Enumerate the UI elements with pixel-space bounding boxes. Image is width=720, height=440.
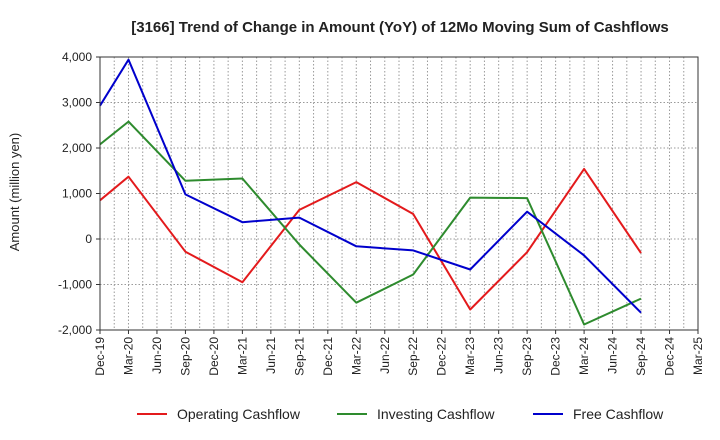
y-tick-label: 4,000 bbox=[62, 50, 92, 64]
x-tick-label: Sep-24 bbox=[634, 337, 648, 376]
y-tick-label: -1,000 bbox=[58, 278, 92, 292]
y-tick-label: 0 bbox=[85, 232, 92, 246]
grid bbox=[99, 56, 699, 331]
x-tick-label: Dec-23 bbox=[549, 337, 563, 376]
y-tick-label: 3,000 bbox=[62, 96, 92, 110]
x-tick-label: Sep-21 bbox=[292, 337, 306, 376]
x-tick-label: Dec-20 bbox=[207, 337, 221, 376]
x-tick-label: Jun-24 bbox=[606, 337, 620, 374]
series-line-free-cashflow bbox=[99, 58, 642, 314]
series-lines bbox=[99, 58, 642, 326]
x-tick-label: Dec-24 bbox=[663, 337, 677, 376]
legend: Operating Cashflow Investing Cashflow Free… bbox=[137, 406, 664, 422]
x-tick-label: Mar-23 bbox=[463, 337, 477, 375]
x-tick-label: Dec-19 bbox=[93, 337, 107, 376]
x-tick-label: Mar-25 bbox=[691, 337, 705, 375]
x-tick-label: Sep-20 bbox=[178, 337, 192, 376]
x-tick-label: Jun-21 bbox=[264, 337, 278, 374]
y-axis-label: Amount (million yen) bbox=[7, 133, 22, 252]
axes: -2,000 -1,000 0 1,000 2,000 3,000 4,000 Dec-19 M… bbox=[58, 50, 705, 376]
chart-title: [3166] Trend of Change in Amount (YoY) o… bbox=[131, 19, 669, 36]
x-tick-label: Jun-22 bbox=[378, 337, 392, 374]
legend-label: Operating Cashflow bbox=[177, 406, 301, 422]
x-tick-label: Mar-21 bbox=[235, 337, 249, 375]
x-tick-label: Jun-20 bbox=[150, 337, 164, 374]
y-tick-label: -2,000 bbox=[58, 323, 92, 337]
x-tick-label: Mar-22 bbox=[349, 337, 363, 375]
legend-label: Investing Cashflow bbox=[377, 406, 495, 422]
series-line-investing-cashflow bbox=[99, 120, 642, 326]
x-tick-label: Dec-21 bbox=[321, 337, 335, 376]
y-tick-label: 1,000 bbox=[62, 187, 92, 201]
x-tick-label: Sep-23 bbox=[520, 337, 534, 376]
x-tick-label: Jun-23 bbox=[492, 337, 506, 374]
x-tick-label: Mar-24 bbox=[577, 337, 591, 375]
legend-label: Free Cashflow bbox=[573, 406, 664, 422]
x-tick-label: Sep-22 bbox=[406, 337, 420, 376]
series-line-operating-cashflow bbox=[99, 167, 642, 311]
x-tick-label: Dec-22 bbox=[435, 337, 449, 376]
x-tick-label: Mar-20 bbox=[121, 337, 135, 375]
y-tick-label: 2,000 bbox=[62, 141, 92, 155]
